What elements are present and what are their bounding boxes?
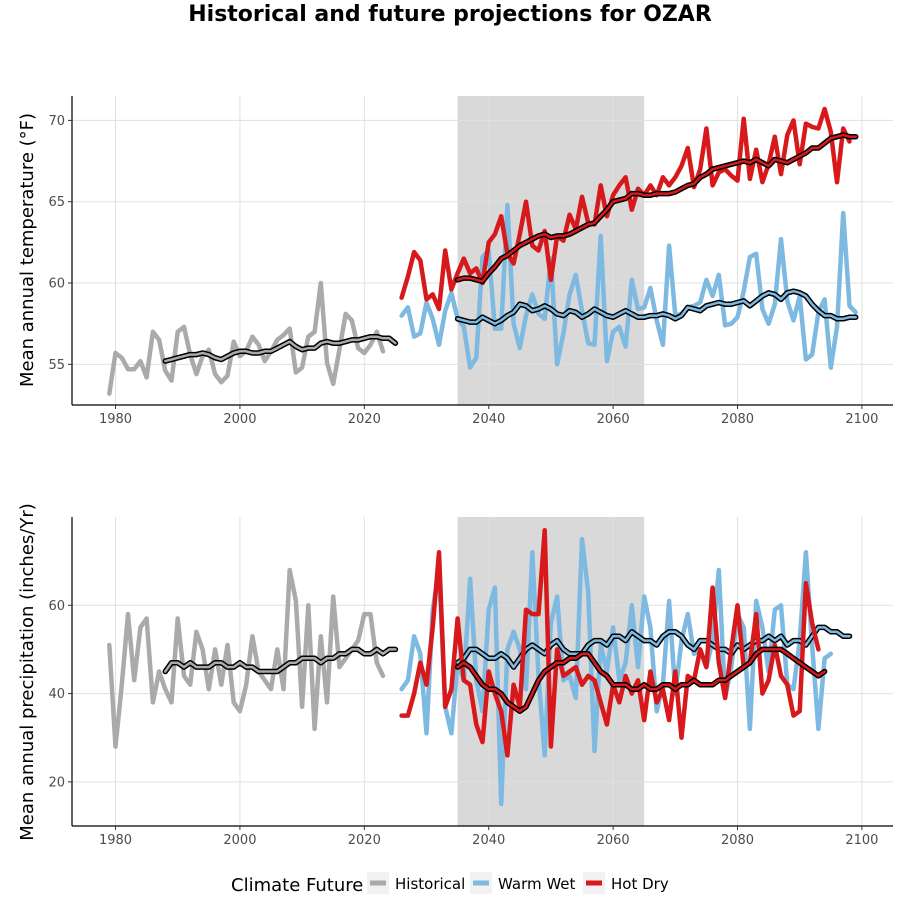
legend-label-hot-dry: Hot Dry xyxy=(611,875,669,893)
temperature-y-axis-title: Mean annual temperature (°F) xyxy=(17,113,38,387)
warm-wet-series-line xyxy=(399,536,834,807)
x-tick-label: 1980 xyxy=(99,833,132,848)
x-tick-label: 2040 xyxy=(472,833,505,848)
y-tick-label: 40 xyxy=(48,687,65,702)
y-tick-label: 20 xyxy=(48,775,65,790)
y-tick-label: 65 xyxy=(48,195,65,210)
y-tick-label: 60 xyxy=(48,599,65,614)
x-tick-label: 2000 xyxy=(223,833,256,848)
hot-dry-rolling-mean-line xyxy=(456,133,857,283)
legend-label-warm-wet: Warm Wet xyxy=(498,875,576,893)
temperature-grid xyxy=(72,96,893,405)
precipitation-y-axis-title: Mean annual precipitation (inches/Yr) xyxy=(17,503,38,841)
x-tick-label: 2020 xyxy=(348,412,381,427)
historical-series-line xyxy=(107,567,386,749)
x-tick-label: 2040 xyxy=(472,412,505,427)
precipitation-series xyxy=(107,527,853,807)
hot-dry-series-line xyxy=(399,106,852,312)
temperature-axes: 1980 2000 2020 2040 2060 2080 2100 55 60 65 70 xyxy=(48,96,893,427)
historical-rolling-mean-line xyxy=(164,335,397,363)
temperature-panel: 1980 2000 2020 2040 2060 2080 2100 55 60 65 70 Mea… xyxy=(17,96,893,427)
x-tick-label: 2000 xyxy=(223,412,256,427)
historical-series-line xyxy=(107,280,386,396)
x-tick-label: 2100 xyxy=(845,412,878,427)
legend-label-historical: Historical xyxy=(395,875,465,893)
figure-title: Historical and future projections for OZ… xyxy=(188,2,712,27)
temperature-series xyxy=(107,106,859,396)
y-tick-label: 55 xyxy=(48,358,65,373)
x-tick-label: 1980 xyxy=(99,412,132,427)
y-tick-label: 70 xyxy=(48,114,65,129)
x-tick-label: 2080 xyxy=(721,412,754,427)
legend: Climate Future Historical Warm Wet Hot Dry xyxy=(231,872,669,896)
hot-dry-rolling-mean-line xyxy=(456,648,826,713)
x-tick-label: 2060 xyxy=(597,833,630,848)
x-tick-label: 2100 xyxy=(845,833,878,848)
legend-items: Historical Warm Wet Hot Dry xyxy=(367,872,669,894)
warm-wet-rolling-mean-line xyxy=(456,289,857,325)
precipitation-grid xyxy=(72,517,893,826)
x-tick-label: 2080 xyxy=(721,833,754,848)
historical-rolling-mean-line xyxy=(164,648,397,673)
y-tick-label: 60 xyxy=(48,277,65,292)
x-tick-label: 2060 xyxy=(597,412,630,427)
x-tick-label: 2020 xyxy=(348,833,381,848)
legend-title: Climate Future xyxy=(231,875,363,896)
